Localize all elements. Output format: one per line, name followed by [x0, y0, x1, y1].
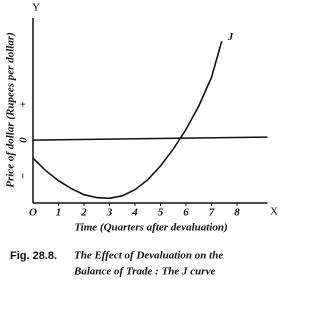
- x-tick-label: 2: [80, 207, 87, 219]
- caption-line: The Effect of Devaluation on the: [74, 250, 223, 262]
- y-tick-label: 0: [18, 137, 30, 143]
- y-axis-label: Price of dollar (Rupees per dollar): [5, 32, 17, 188]
- x-tick-label: 6: [183, 207, 189, 219]
- y-tick-label: −: [18, 173, 30, 180]
- chart: Y X O Time (Quarters after devaluation) …: [5, 2, 278, 278]
- caption-line: Balance of Trade : The J curve: [73, 266, 215, 278]
- j-curve: [32, 41, 223, 200]
- zero-line: [32, 136, 268, 141]
- x-axis-label: Time (Quarters after devaluation): [74, 222, 227, 234]
- origin-label: O: [29, 207, 37, 219]
- x-tick-label: 7: [209, 207, 215, 219]
- x-tick-label: 1: [56, 207, 62, 219]
- caption-label: Fig. 28.8.: [10, 250, 57, 262]
- x-tick-label: 8: [234, 207, 240, 219]
- y-tick-label: +: [18, 101, 30, 107]
- x-tick-label: 4: [131, 207, 138, 219]
- x-tick-label: 5: [158, 207, 164, 219]
- curve-label: J: [227, 31, 234, 43]
- y-axis-letter: Y: [32, 2, 40, 14]
- x-axis-letter: X: [270, 206, 278, 218]
- x-tick-label: 3: [106, 207, 113, 219]
